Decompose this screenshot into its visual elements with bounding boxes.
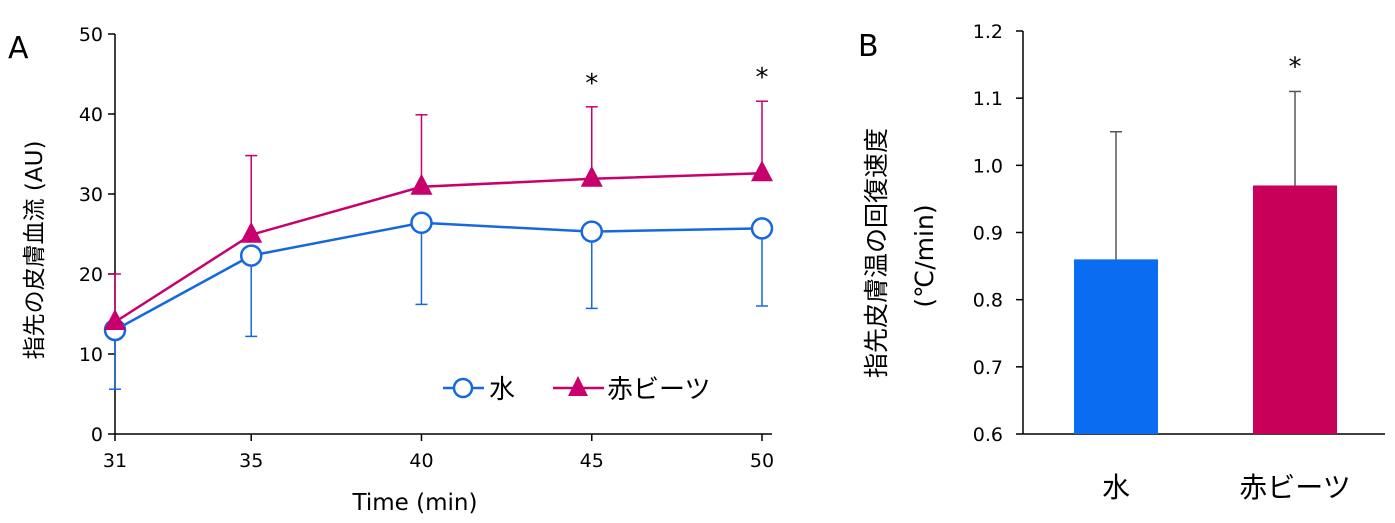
data-point-water: [750, 217, 774, 240]
x-tick-label: 50: [750, 450, 774, 472]
series-line-water: [114, 221, 763, 332]
line-chart-panel: A 指先の皮膚血流 (AU) Time (min) 0 10 20 30 40 50 31 3…: [8, 24, 774, 516]
category-label-beet: 赤ビーツ: [1239, 471, 1350, 504]
x-tick-label: 45: [580, 450, 604, 472]
y-tick-label: 30: [79, 184, 103, 206]
data-point-beet: [240, 221, 263, 243]
legend-water-label: 水: [489, 375, 515, 405]
bar-beet: [1253, 185, 1337, 434]
significance-asterisk: *: [1289, 52, 1302, 82]
data-point-water: [239, 244, 263, 267]
data-point-beet: [410, 173, 433, 195]
y-tick-label: 1.1: [973, 88, 1003, 110]
legend: 水 赤ビーツ: [443, 375, 710, 405]
significance-asterisk: *: [756, 63, 769, 93]
x-tick-label: 31: [103, 450, 127, 472]
series-markers: [103, 160, 774, 342]
category-label-water: 水: [1102, 471, 1130, 504]
error-bars: [109, 100, 768, 390]
y-tick-label: 1.0: [973, 155, 1003, 177]
y-tick-label: 10: [79, 344, 103, 366]
y-tick-label: 0.9: [973, 223, 1003, 245]
bars: [1074, 185, 1337, 434]
series-lines: [114, 171, 763, 332]
line-chart-x-axis-title: Time (min): [352, 490, 478, 516]
panel-b-label: B: [858, 29, 879, 64]
data-point-water: [410, 211, 433, 235]
category-labels: 水 赤ビーツ: [1102, 471, 1351, 504]
data-point-beet: [751, 160, 773, 182]
error-bars: [1110, 90, 1301, 260]
y-tick-label: 0.8: [973, 290, 1003, 312]
line-chart-axes: 0 10 20 30 40 50 31 35 40 45 50: [79, 24, 774, 472]
data-point-beet: [580, 165, 603, 187]
bar-chart-y-axis-unit: (℃/min): [910, 204, 939, 307]
legend-water-marker: [452, 377, 474, 399]
line-chart-y-axis-title: 指先の皮膚血流 (AU): [22, 141, 48, 360]
legend-beet-marker: [568, 376, 588, 396]
significance-asterisk: *: [585, 69, 598, 99]
y-tick-label: 0: [91, 424, 103, 446]
x-tick-label: 35: [239, 450, 263, 472]
y-tick-label: 1.2: [973, 21, 1003, 43]
legend-beet-label: 赤ビーツ: [607, 375, 710, 405]
bar-chart-panel: B 指先皮膚温の回復速度 (℃/min) 0.6 0.7 0.8 0.9 1.0 1.1 1…: [858, 21, 1385, 504]
series-line-beet: [114, 171, 763, 324]
x-tick-label: 40: [409, 450, 433, 472]
y-tick-label: 40: [79, 104, 103, 126]
significance-markers: *: [1289, 52, 1302, 82]
y-tick-label: 20: [79, 264, 103, 286]
y-tick-label: 50: [79, 24, 103, 46]
y-tick-label: 0.6: [973, 424, 1003, 446]
bar-water: [1074, 259, 1158, 434]
data-point-beet: [104, 309, 126, 330]
panel-a-label: A: [8, 31, 29, 66]
data-point-water: [580, 220, 603, 243]
significance-markers: * *: [585, 63, 768, 99]
bar-chart-y-axis-title: 指先皮膚温の回復速度: [862, 128, 891, 378]
y-tick-label: 0.7: [973, 357, 1003, 379]
